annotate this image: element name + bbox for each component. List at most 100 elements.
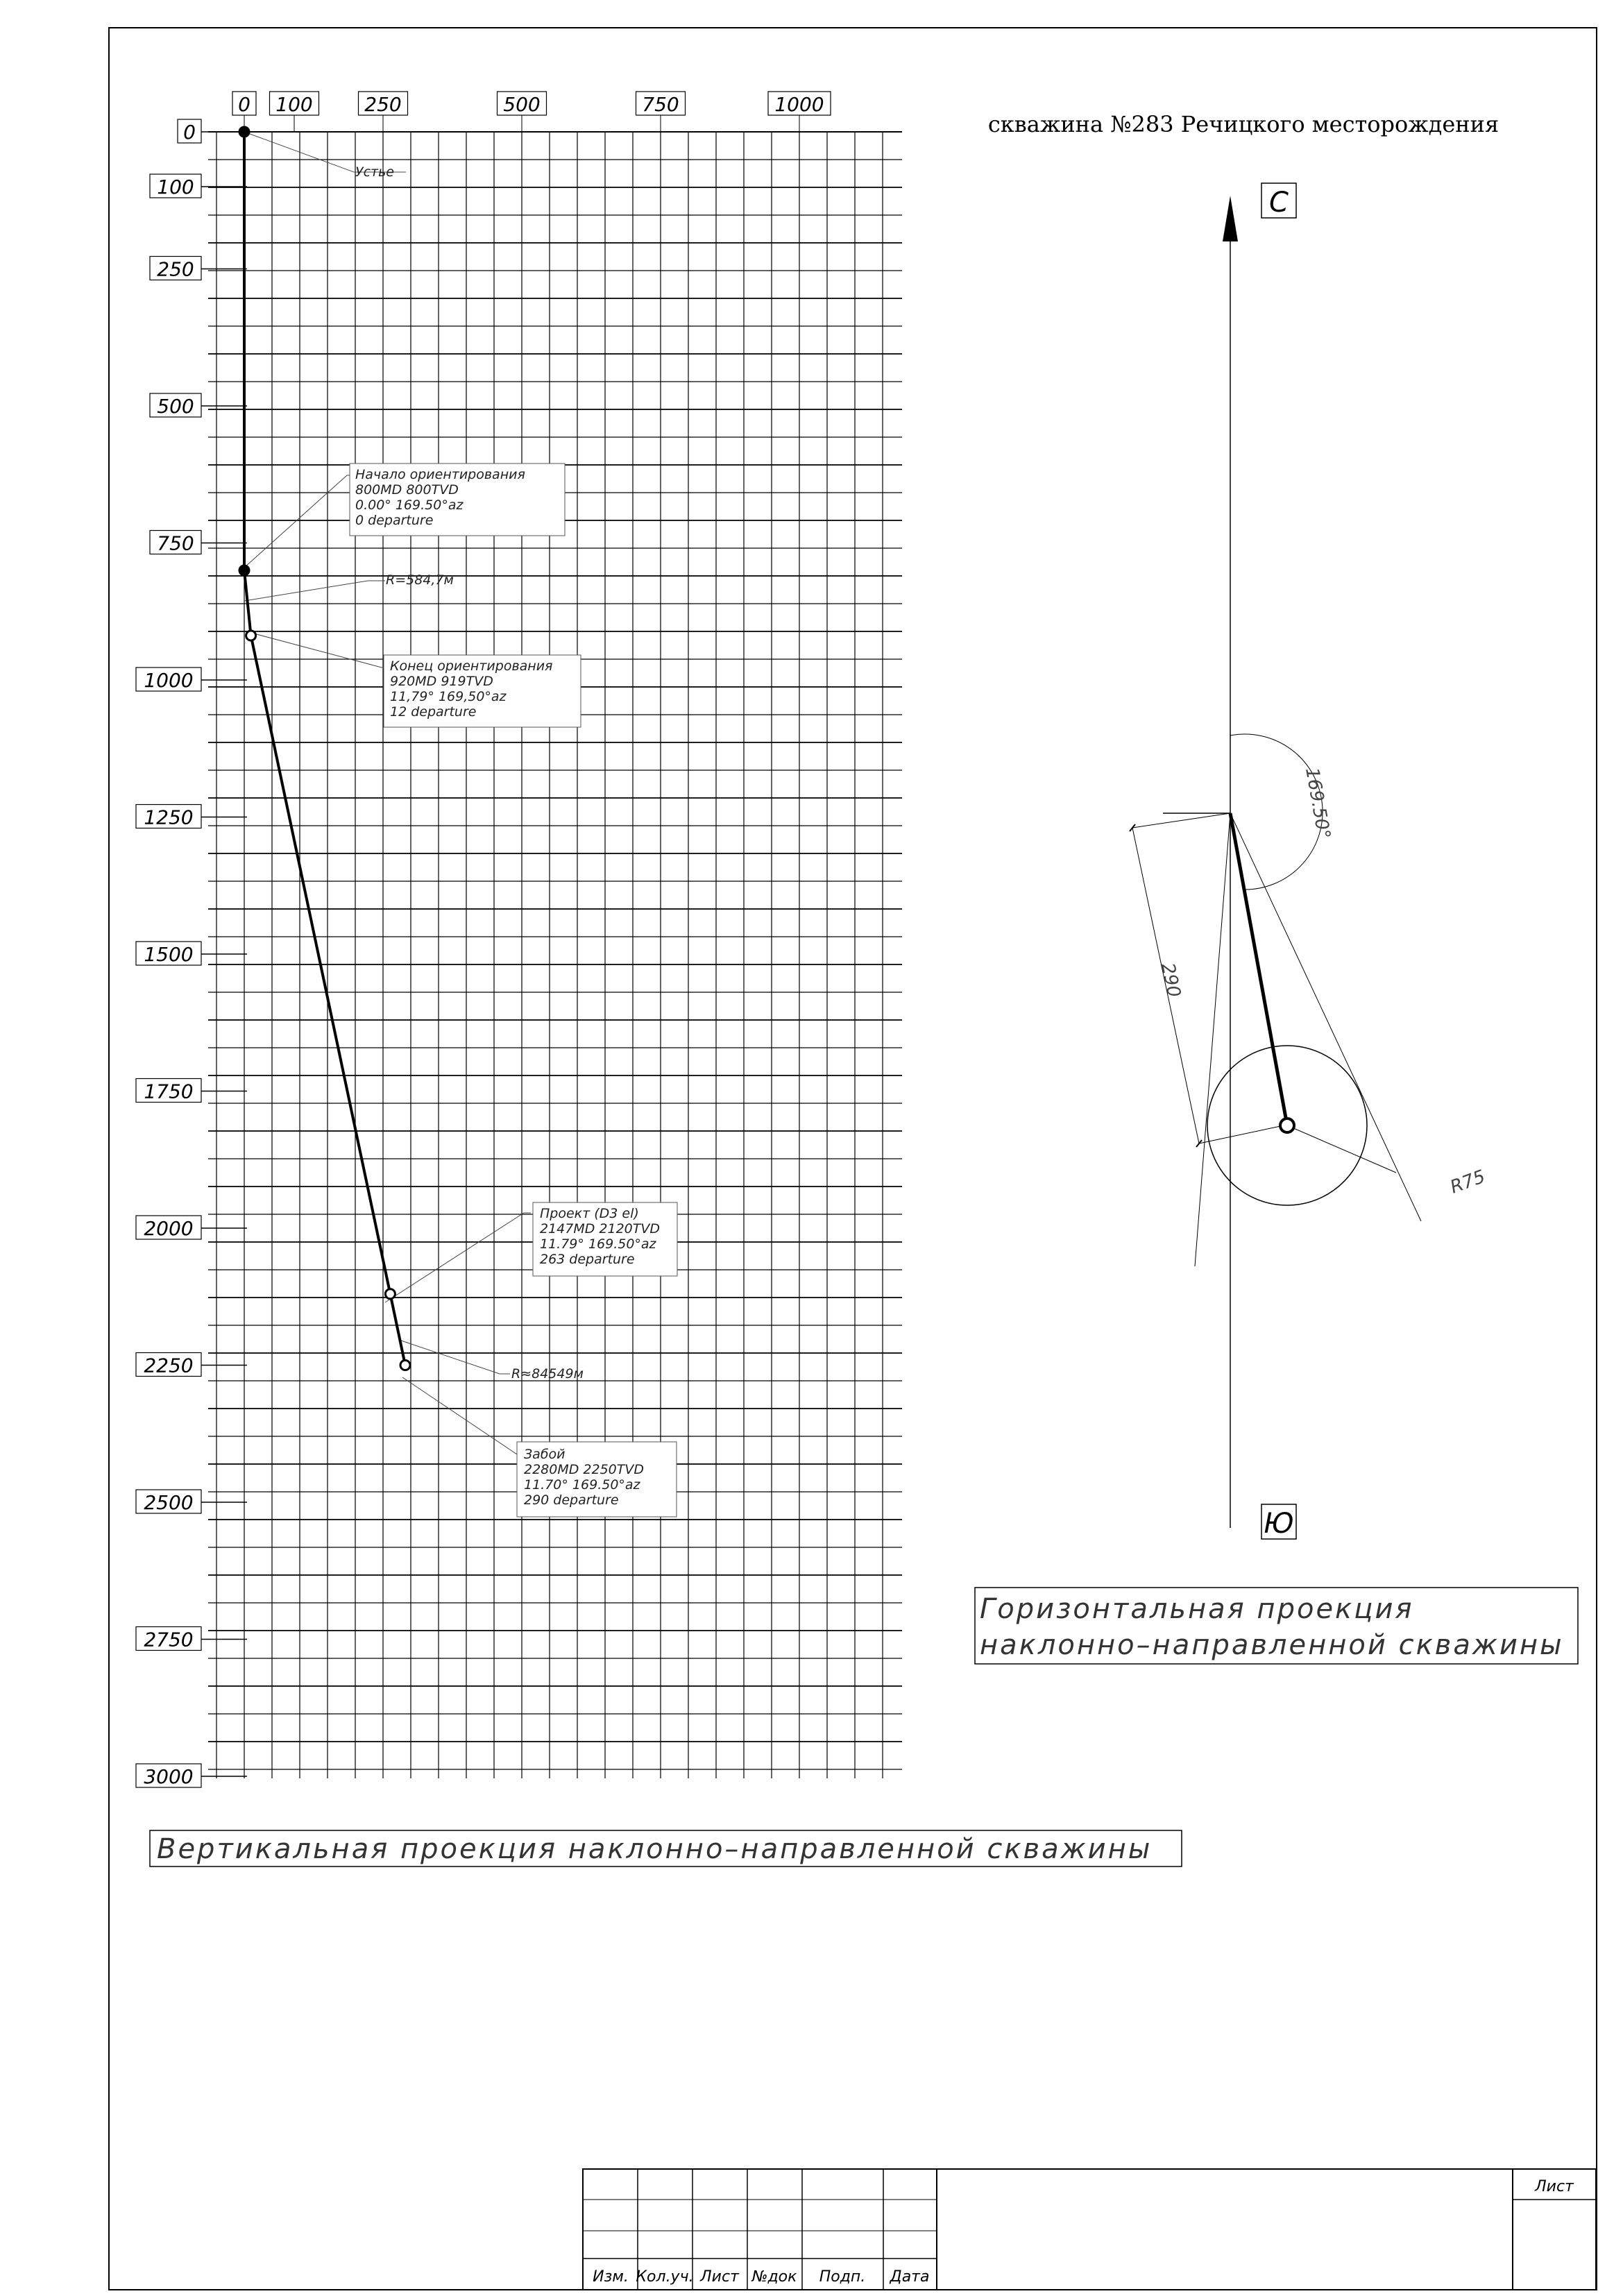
trajectory-point [399, 1359, 411, 1371]
horizontal-caption-line1: Горизонтальная проекция [980, 1593, 1414, 1625]
azimuth-arc [1230, 733, 1323, 890]
y-tick-label: 2500 [144, 1491, 193, 1514]
x-tick-label: 0 [238, 93, 250, 116]
vertical-grid [208, 131, 902, 1778]
annotation-zaboy-angle: 11.70° 169.50°az [524, 1477, 641, 1493]
well-trajectory [243, 132, 407, 1366]
y-tick-label: 2250 [144, 1354, 193, 1377]
annotations: Устье Начало ориентирования 800MD 800TVD… [349, 164, 678, 1517]
trajectory-point [384, 1288, 396, 1300]
leader-radius-2 [400, 1340, 510, 1375]
dimension-tick-top [1129, 824, 1136, 832]
y-tick-label: 1000 [144, 669, 193, 692]
north-label-box [1261, 182, 1297, 219]
annotation-end-orient-box [383, 654, 581, 728]
horizontal-trajectory [1228, 813, 1289, 1126]
tangent-line-left [1194, 813, 1231, 1267]
y-tick-box [149, 529, 202, 555]
header-podp: Подп. [819, 2268, 866, 2286]
annotation-project-title: Проект (D3 el) [540, 1206, 639, 1221]
radius-label: R75 [1447, 1166, 1488, 1198]
vertical-projection: 0 100 250 500 750 1000 0 100 250 500 750 1000 1250 1… [135, 91, 1182, 1867]
y-tick-box [135, 941, 202, 966]
y-tick-box [135, 1626, 202, 1651]
vertical-caption-box [149, 1830, 1182, 1867]
annotation-start-orient-angle: 0.00° 169.50°az [355, 498, 464, 513]
leader-radius-1 [244, 580, 385, 602]
x-tick-box [767, 91, 831, 116]
leader-ustye [244, 131, 406, 173]
annotation-end-orient-departure: 12 departure [390, 704, 476, 720]
y-axis-ticks: 0 100 250 500 750 1000 1250 1500 1750 2000 2250 250… [135, 119, 247, 1788]
y-tick-label: 3000 [144, 1765, 193, 1788]
trajectory-point [245, 629, 257, 642]
annotation-project-angle: 11.79° 169.50°az [540, 1236, 657, 1252]
dimension-line [1132, 827, 1200, 1144]
header-izm: Изм. [593, 2268, 629, 2286]
y-tick-box [149, 173, 202, 198]
y-tick-box [135, 1352, 202, 1377]
annotation-start-orient-depth: 800MD 800TVD [355, 482, 459, 498]
x-axis-ticks: 0 100 250 500 750 1000 [232, 91, 831, 132]
trajectory-points [238, 126, 411, 1371]
y-tick-label: 1500 [144, 943, 193, 966]
annotation-start-orient-box [349, 463, 566, 536]
x-tick-label: 100 [275, 93, 312, 116]
header-ndok: №док [751, 2268, 798, 2286]
leader-project [384, 1212, 531, 1303]
y-tick-box [135, 1215, 202, 1240]
y-tick-label: 500 [157, 395, 194, 418]
y-tick-label: 0 [183, 121, 196, 144]
vertical-caption: Вертикальная проекция наклонно–направлен… [157, 1833, 1152, 1865]
y-tick-label: 2750 [144, 1629, 193, 1651]
horizontal-caption-box [974, 1587, 1579, 1665]
annotation-project-box [532, 1202, 678, 1277]
x-tick-label: 500 [503, 93, 540, 116]
radius-leader [1286, 1125, 1397, 1173]
annotation-start-orient-departure: 0 departure [355, 513, 433, 528]
leader-zaboy [402, 1377, 524, 1455]
annotation-zaboy-depth: 2280MD 2250TVD [524, 1462, 644, 1477]
annotation-zaboy-box [516, 1441, 677, 1517]
south-label-box [1261, 1504, 1297, 1540]
trajectory-point [238, 564, 250, 577]
leader-start-orient [244, 475, 354, 568]
dimension-tick-bottom [1196, 1139, 1203, 1148]
y-tick-box [135, 1763, 202, 1788]
annotation-zaboy-departure: 290 departure [524, 1493, 619, 1508]
title-block [582, 2168, 1597, 2290]
target-circle [1207, 1045, 1368, 1206]
header-kol-uch: Кол.уч. [636, 2268, 693, 2286]
x-tick-label: 250 [364, 93, 401, 116]
annotation-end-orient-title: Конец ориентирования [390, 658, 553, 674]
annotation-end-orient-depth: 920MD 919TVD [390, 674, 493, 689]
x-tick-label: 750 [642, 93, 679, 116]
dimension-extension-top [1132, 813, 1231, 828]
header-list: Лист [699, 2268, 740, 2286]
annotation-leaders [244, 131, 531, 1455]
y-tick-label: 750 [157, 532, 194, 555]
header-data: Дата [890, 2268, 930, 2286]
y-tick-label: 2000 [144, 1217, 193, 1240]
trajectory-point [238, 126, 250, 138]
y-tick-box [135, 1489, 202, 1514]
dimension-extension-bottom [1198, 1125, 1284, 1144]
x-tick-label: 1000 [774, 93, 824, 116]
annotation-zaboy-title: Забой [524, 1447, 566, 1462]
x-tick-box [232, 91, 257, 116]
title-block-frame [582, 2168, 1597, 2290]
tangent-line-right [1230, 813, 1422, 1222]
horizontal-caption-line2: наклонно–направленной скважины [980, 1629, 1564, 1661]
horizontal-projection: С Ю 169.50° 290 R75 Горизонтальная проек… [974, 182, 1579, 1665]
south-label: Ю [1264, 1508, 1293, 1540]
title-block-headers: Изм. Кол.уч. Лист №док Подп. Дата Лист [593, 2178, 1574, 2286]
annotation-project-depth: 2147MD 2120TVD [540, 1221, 660, 1236]
x-tick-box [357, 91, 409, 116]
y-tick-label: 250 [157, 258, 194, 281]
annotation-radius-1: R=584,7м [386, 572, 454, 588]
annotation-ustye: Устье [355, 164, 394, 180]
page-title: скважина №283 Речицкого месторождения [988, 111, 1499, 137]
annotation-radius-2: R≈84549м [511, 1366, 584, 1381]
y-tick-box [149, 393, 202, 418]
bottomhole-point [1279, 1117, 1295, 1134]
